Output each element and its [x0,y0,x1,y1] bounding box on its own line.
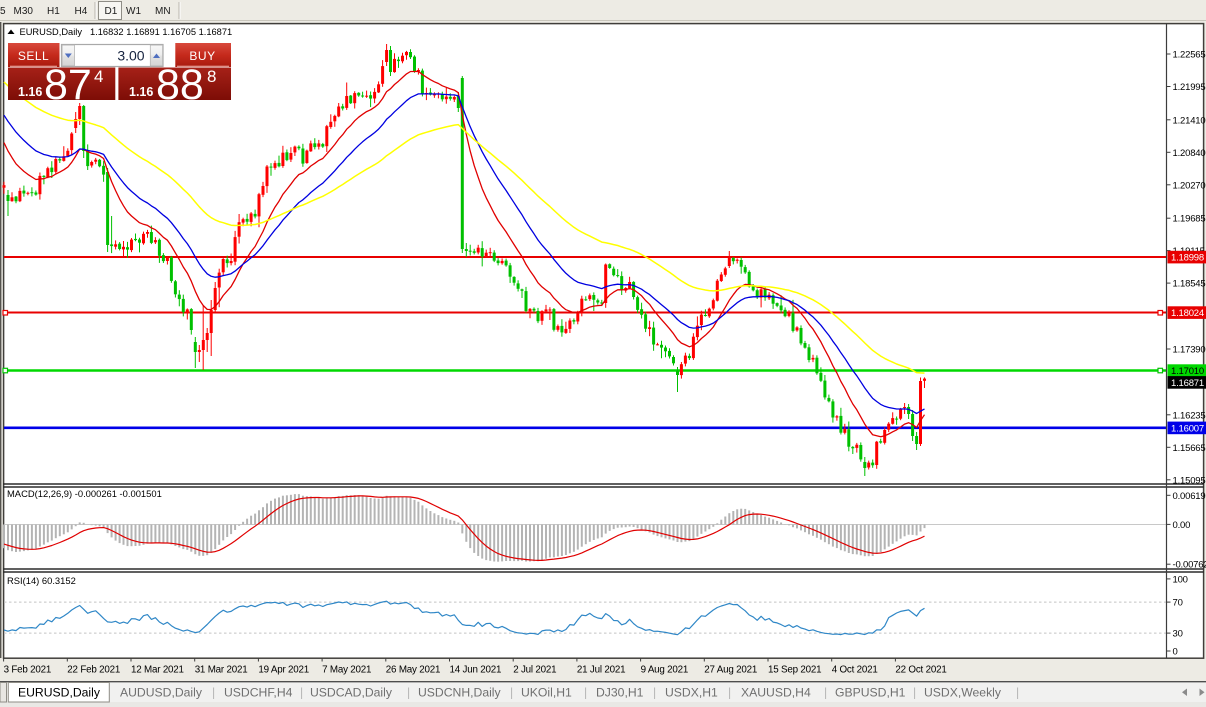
svg-text:1.22565: 1.22565 [1173,50,1206,61]
svg-text:1.20840: 1.20840 [1173,148,1206,159]
svg-text:31 Mar 2021: 31 Mar 2021 [195,665,248,676]
svg-text:21 Jul 2021: 21 Jul 2021 [577,665,625,676]
svg-text:3.00: 3.00 [117,48,144,64]
svg-text:|: | [728,686,731,700]
svg-text:H4: H4 [75,6,88,17]
svg-text:DJ30,H1: DJ30,H1 [596,686,644,700]
svg-text:8: 8 [207,67,216,86]
svg-text:22 Feb 2021: 22 Feb 2021 [67,665,120,676]
svg-text:88: 88 [156,61,204,109]
svg-text:1.18545: 1.18545 [1173,279,1206,290]
svg-text:-0.007623: -0.007623 [1173,560,1206,571]
svg-text:1.17010: 1.17010 [1171,366,1204,377]
svg-text:2 Jul 2021: 2 Jul 2021 [513,665,556,676]
svg-text:USDCAD,Daily: USDCAD,Daily [310,686,393,700]
svg-text:9 Aug 2021: 9 Aug 2021 [641,665,689,676]
svg-text:USDX,Weekly: USDX,Weekly [924,686,1002,700]
svg-text:|: | [212,686,215,700]
svg-text:BUY: BUY [189,49,215,63]
svg-text:|: | [1016,686,1019,700]
svg-text:4 Oct 2021: 4 Oct 2021 [832,665,878,676]
svg-text:|: | [300,686,303,700]
svg-text:|: | [407,686,410,700]
svg-text:EURUSD,Daily: EURUSD,Daily [20,27,83,37]
svg-text:12 Mar 2021: 12 Mar 2021 [131,665,184,676]
svg-text:|: | [653,686,656,700]
svg-text:1.15095: 1.15095 [1173,475,1206,486]
svg-text:MN: MN [155,6,171,17]
svg-text:3 Feb 2021: 3 Feb 2021 [4,665,52,676]
svg-text:87: 87 [44,61,92,109]
svg-text:W1: W1 [126,6,141,17]
svg-text:1.16007: 1.16007 [1171,423,1204,434]
svg-text:1.21995: 1.21995 [1173,82,1206,93]
svg-text:15 Sep 2021: 15 Sep 2021 [768,665,821,676]
svg-text:XAUUSD,H4: XAUUSD,H4 [741,686,811,700]
svg-text:EURUSD,Daily: EURUSD,Daily [18,686,101,700]
svg-text:26 May 2021: 26 May 2021 [386,665,440,676]
svg-text:14 Jun 2021: 14 Jun 2021 [450,665,502,676]
svg-text:1.15665: 1.15665 [1173,443,1206,454]
svg-text:70: 70 [1173,598,1183,609]
svg-text:USDX,H1: USDX,H1 [665,686,718,700]
svg-text:1.16235: 1.16235 [1173,410,1206,421]
svg-text:0: 0 [1173,647,1178,658]
svg-text:1.20270: 1.20270 [1173,180,1206,191]
svg-text:MACD(12,26,9) -0.000261 -0.001: MACD(12,26,9) -0.000261 -0.001501 [7,488,162,499]
svg-text:|: | [913,686,916,700]
svg-text:22 Oct 2021: 22 Oct 2021 [895,665,946,676]
svg-text:|: | [584,686,587,700]
svg-text:1.17390: 1.17390 [1173,345,1206,356]
svg-text:1.16832 1.16891 1.16705 1.1687: 1.16832 1.16891 1.16705 1.16871 [90,27,232,37]
svg-text:UKOil,H1: UKOil,H1 [521,686,572,700]
svg-text:1.19685: 1.19685 [1173,214,1206,225]
svg-text:4: 4 [94,67,103,86]
svg-text:1.16871: 1.16871 [1171,378,1204,389]
svg-text:0.006193: 0.006193 [1173,491,1206,502]
svg-text:1.21410: 1.21410 [1173,115,1206,126]
svg-text:5: 5 [0,6,6,17]
svg-text:27 Aug 2021: 27 Aug 2021 [704,665,757,676]
svg-text:M30: M30 [14,6,34,17]
svg-text:USDCHF,H4: USDCHF,H4 [224,686,293,700]
svg-text:|: | [510,686,513,700]
svg-text:|: | [824,686,827,700]
svg-text:AUDUSD,Daily: AUDUSD,Daily [120,686,203,700]
svg-text:1.16: 1.16 [129,85,153,99]
svg-text:30: 30 [1173,629,1183,640]
svg-text:19 Apr 2021: 19 Apr 2021 [258,665,309,676]
svg-text:RSI(14) 60.3152: RSI(14) 60.3152 [7,575,76,586]
svg-text:D1: D1 [105,6,118,17]
svg-text:H1: H1 [47,6,60,17]
svg-text:USDCNH,Daily: USDCNH,Daily [418,686,502,700]
svg-text:1.18998: 1.18998 [1171,253,1204,264]
svg-text:0.00: 0.00 [1173,520,1191,531]
svg-text:1.18024: 1.18024 [1171,308,1204,319]
svg-text:GBPUSD,H1: GBPUSD,H1 [835,686,906,700]
svg-text:SELL: SELL [18,49,49,63]
svg-text:1.16: 1.16 [18,85,42,99]
svg-text:7 May 2021: 7 May 2021 [322,665,371,676]
svg-text:100: 100 [1173,574,1188,585]
